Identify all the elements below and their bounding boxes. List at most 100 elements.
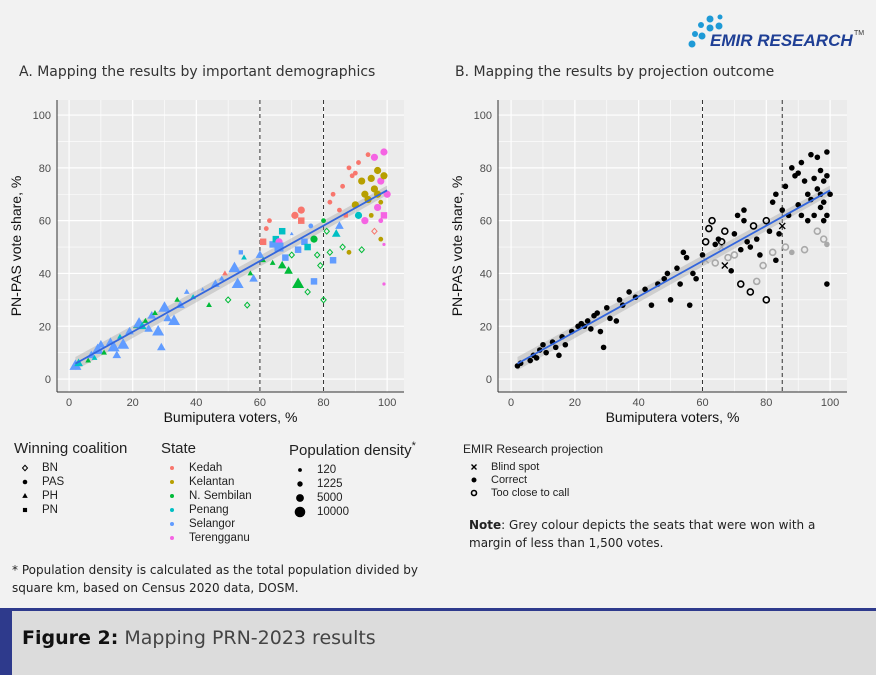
data-point [247, 270, 254, 276]
note-b-bold: Note [469, 518, 502, 532]
data-point [527, 357, 534, 364]
data-point [699, 252, 706, 258]
data-point [158, 301, 171, 312]
legend-item-n-sembilan-symbol-icon [170, 494, 174, 498]
data-point [107, 340, 120, 352]
legend-coalition-title: Winning coalition [14, 440, 128, 457]
data-point [358, 177, 366, 185]
data-point [367, 174, 375, 183]
data-points [514, 149, 833, 369]
legend-item-density-5000-label: 5000 [317, 492, 343, 504]
data-point [228, 261, 241, 273]
data-point [814, 186, 821, 192]
data-point [337, 207, 342, 213]
data-point [715, 236, 722, 242]
legend-item-too-close-to-call-label: Too close to call [491, 486, 570, 499]
legend-item-terengganu-label: Terengganu [189, 532, 250, 544]
legend-density: Population density* 120 1225 5000 10000 [289, 436, 416, 519]
y-tick-label: 60 [39, 216, 51, 228]
data-point [326, 248, 334, 256]
data-point [282, 254, 289, 261]
data-point [562, 341, 569, 348]
data-point [374, 166, 382, 175]
legend-item-ph: PH [14, 489, 127, 503]
legend-item-kedah: Kedah [161, 461, 252, 475]
legend-item-blind-spot-symbol-icon [471, 463, 477, 470]
note-b: Note: Grey colour depicts the seats that… [469, 516, 859, 552]
legend-item-kedah-label: Kedah [189, 462, 223, 474]
legend-state: State Kedah Kelantan N. Sembilan Penang Sela… [161, 440, 252, 545]
data-point [321, 218, 326, 224]
data-point [224, 296, 232, 304]
data-point [152, 325, 165, 336]
data-point [744, 238, 750, 245]
legend-projection-title: EMIR Research projection [463, 442, 604, 456]
data-point [552, 344, 559, 351]
data-point [288, 251, 296, 259]
data-point [597, 328, 604, 335]
y-axis-label: PN-PAS vote share, % [8, 176, 24, 317]
data-point [327, 199, 333, 205]
data-point [683, 254, 690, 261]
legend-item-bn-symbol-icon [21, 464, 29, 472]
footer-accent-bar [0, 611, 12, 675]
x-axis-label: Bumiputera voters, % [606, 409, 740, 425]
y-tick-label: 20 [39, 321, 51, 333]
data-point [267, 218, 272, 224]
data-point [152, 309, 158, 315]
data-point [259, 238, 267, 246]
legend-item-penang-symbol-icon [170, 508, 174, 512]
legend-item-density-120: 120 [289, 463, 416, 477]
data-point [674, 265, 680, 271]
data-point [701, 237, 710, 246]
data-point [759, 261, 767, 270]
data-point [737, 246, 744, 253]
legend-item-correct: Correct [463, 473, 603, 486]
data-point [352, 170, 358, 176]
data-point [231, 277, 244, 289]
x-tick-label: 80 [317, 397, 329, 409]
data-point [249, 274, 258, 282]
data-point [331, 229, 341, 237]
y-tick-label: 80 [39, 163, 51, 175]
logo-text: EMIR RESEARCH [710, 31, 853, 50]
data-point [96, 340, 106, 348]
legend-item-penang: Penang [161, 503, 252, 517]
data-point [382, 282, 386, 286]
data-point [690, 270, 696, 277]
footnote-a: * Population density is calculated as th… [12, 563, 418, 595]
legend-item-n-sembilan: N. Sembilan [161, 489, 252, 503]
data-point [804, 217, 811, 224]
figure-caption-text: Mapping PRN-2023 results [124, 627, 376, 649]
data-point [330, 191, 336, 197]
data-point [693, 275, 699, 282]
data-point [378, 199, 384, 205]
data-point [112, 350, 122, 359]
data-point [820, 199, 827, 205]
data-point [768, 248, 777, 257]
legend-item-selangor: Selangor [161, 517, 252, 531]
data-point [269, 241, 276, 248]
legend-item-density-120-label: 120 [317, 464, 337, 476]
legend-item-density-10000-label: 10000 [317, 506, 349, 518]
data-point [769, 199, 776, 205]
trend-line [75, 189, 388, 365]
data-point [827, 191, 833, 198]
data-point [313, 251, 321, 259]
legend-projection: EMIR Research projection Blind spot Corre… [463, 442, 603, 499]
data-point [241, 254, 247, 260]
y-tick-label: 80 [480, 163, 492, 175]
data-point [354, 211, 363, 219]
data-point [736, 280, 745, 288]
data-point [297, 206, 305, 214]
footer [0, 611, 876, 675]
data-point [781, 243, 790, 251]
data-point [800, 245, 809, 254]
data-point [320, 296, 327, 304]
data-point [540, 341, 546, 348]
legend-item-n-sembilan-label: N. Sembilan [189, 490, 252, 502]
legend-item-density-5000-symbol-icon [296, 494, 304, 502]
y-tick-label: 40 [39, 268, 51, 280]
data-point [383, 190, 391, 198]
data-point [292, 277, 305, 289]
